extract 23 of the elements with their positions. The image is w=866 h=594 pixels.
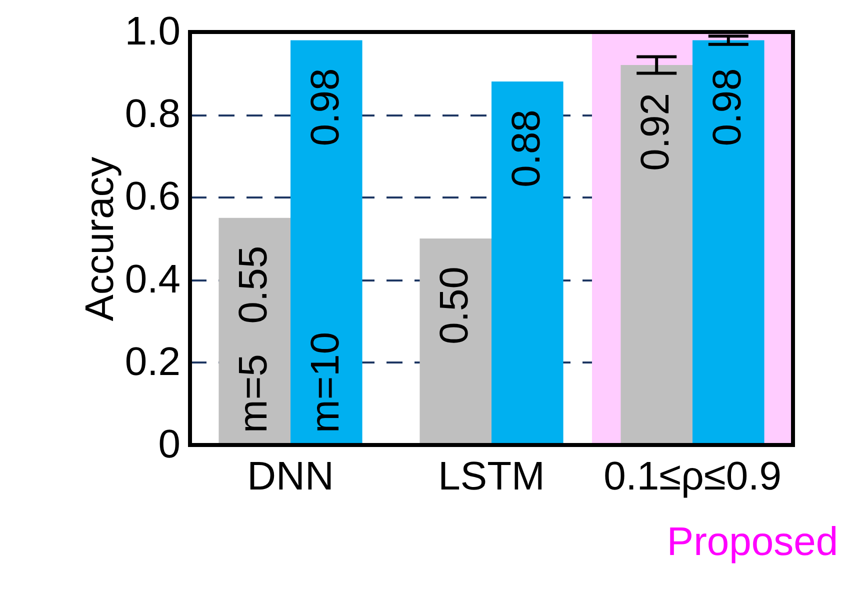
- y-tick-label: 0.4: [124, 257, 180, 302]
- y-tick-label: 0.2: [124, 340, 180, 384]
- bar: [420, 238, 492, 445]
- data-label: 0.98: [303, 68, 348, 146]
- y-axis-title: Accuracy: [78, 156, 122, 322]
- data-label: 0.98: [705, 68, 750, 146]
- y-tick-label: 0.6: [124, 174, 180, 219]
- x-tick-label: 0.1≤ρ≤0.9: [604, 454, 782, 498]
- y-tick-label: 0.8: [124, 92, 180, 136]
- y-tick-label: 0: [158, 422, 180, 466]
- data-label: 0.88: [504, 110, 548, 188]
- series-label: m=10: [303, 332, 348, 433]
- data-label: 0.50: [432, 266, 477, 344]
- x-tick-label: LSTM: [438, 454, 545, 498]
- bar: [492, 82, 564, 445]
- bar: [218, 218, 290, 445]
- band-label: Proposed: [666, 520, 838, 564]
- bar: [290, 40, 362, 445]
- series-label: m=5: [232, 354, 276, 433]
- data-label: 0.92: [634, 93, 678, 171]
- data-label: 0.55: [232, 246, 276, 324]
- y-tick-label: 1.0: [124, 10, 180, 54]
- x-tick-label: DNN: [247, 454, 334, 498]
